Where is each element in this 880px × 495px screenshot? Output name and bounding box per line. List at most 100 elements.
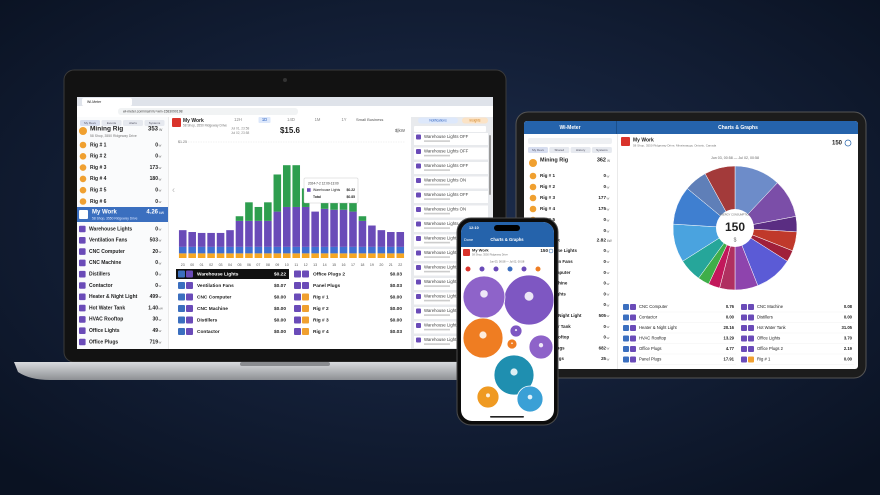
event-text: Warehouse Lights ON — [424, 178, 466, 183]
rig-icon — [529, 172, 537, 180]
device-value: 0 — [603, 173, 606, 178]
bar-segment — [264, 246, 272, 254]
bar-segment — [226, 253, 234, 258]
cost-value: 0.08 — [844, 304, 853, 309]
period-tab[interactable]: 1M — [315, 117, 321, 122]
bar-segment — [282, 165, 291, 207]
button[interactable] — [418, 117, 458, 124]
bar-segment — [396, 232, 405, 247]
done-button[interactable]: Done — [464, 238, 473, 242]
logo — [463, 249, 470, 256]
row-icon — [302, 305, 309, 312]
bar-segment — [358, 253, 367, 258]
x-tick-label: 11 — [294, 263, 298, 267]
nav-tab-label[interactable]: Shared — [554, 148, 564, 152]
center-label: ENERGY CONSUMPTION — [719, 213, 750, 217]
event-text: Warehouse Lights OFF — [424, 163, 469, 168]
bar-segment — [254, 206, 263, 221]
bubble-icon — [514, 329, 518, 332]
device-unit: W — [607, 260, 610, 264]
device-name: Office Lights — [89, 328, 120, 334]
x-tick-label: 05 — [237, 263, 241, 267]
nav-tab-label[interactable]: My Devs — [532, 148, 544, 152]
bar-segment — [188, 253, 196, 258]
event-icon — [416, 294, 421, 299]
tooltip — [303, 177, 359, 204]
device-icon — [79, 282, 86, 289]
event-date — [424, 169, 450, 171]
row-icon — [623, 346, 629, 352]
device-name: Warehouse Lights — [89, 226, 132, 232]
period-tab[interactable]: 14D — [287, 117, 295, 122]
row-icon — [741, 335, 747, 342]
device-value: 177 — [598, 195, 606, 200]
event-icon — [416, 163, 421, 169]
cost-name: Distillers — [757, 315, 773, 320]
cost-value: 13.29 — [724, 336, 735, 341]
laptop-app: Wi-Meter wi-meter.com/main?u=wm-158309019… — [77, 97, 493, 349]
x-tick-label: 15 — [332, 263, 336, 267]
device-name: Rig # 4 — [90, 176, 107, 182]
button-label[interactable]: Notifications — [429, 118, 447, 122]
site-value: 2.82 — [597, 237, 607, 243]
selected-site — [77, 207, 168, 222]
period-tab[interactable]: 1Y — [341, 117, 346, 122]
cost-name: Rig # 4 — [313, 329, 329, 335]
event-text: Warehouse Lights OFF — [424, 192, 469, 197]
device-value: 0 — [604, 270, 607, 275]
site-value: 4.26 — [146, 210, 158, 216]
nav-tab — [528, 147, 548, 153]
filter-dot — [521, 266, 527, 272]
nav-tab-label[interactable]: My Devs — [84, 121, 96, 125]
device-value: 505 — [599, 313, 607, 318]
row-icon — [748, 304, 754, 310]
tooltip-name: Total — [313, 195, 321, 199]
bar-segment — [377, 246, 386, 254]
device-unit: W — [607, 303, 610, 307]
period-tab[interactable]: 1D — [262, 117, 267, 122]
device-unit: W — [607, 325, 610, 329]
nav-tab — [101, 120, 122, 126]
device-value: 0 — [155, 188, 158, 194]
device-value: 0 — [603, 217, 606, 222]
x-tick-label: 02 — [209, 263, 213, 267]
nav-tab-label[interactable]: Systems — [596, 148, 608, 152]
event-text: Warehouse Lights OFF — [424, 149, 469, 154]
bar-segment — [396, 253, 405, 258]
device-value: 30 — [152, 317, 158, 323]
x-tick-label: 13 — [313, 263, 317, 267]
bar-segment — [358, 220, 367, 247]
cost-value: 0.00 — [726, 315, 735, 320]
nav-tab-label[interactable]: Events — [107, 121, 117, 125]
x-tick-label: 17 — [351, 263, 355, 267]
x-tick-label: 20 — [379, 263, 383, 267]
bar-segment — [330, 253, 338, 258]
cost-name: Contactor — [639, 315, 658, 320]
rig-address: 58 Shop, 3550 Ridgeway Drive — [90, 134, 137, 138]
period-tab[interactable]: 12H — [234, 117, 242, 122]
cost-value: $0.00 — [274, 306, 286, 312]
row-icon — [178, 282, 185, 289]
device-unit: W — [159, 166, 162, 170]
home-indicator — [490, 416, 524, 418]
device-unit: W — [607, 207, 610, 211]
nav-tab — [570, 147, 591, 153]
bar-segment — [245, 253, 253, 258]
nav-tab-label[interactable]: Systems — [149, 121, 161, 125]
url-bar — [118, 108, 298, 115]
nav-tab-label[interactable]: Alerts — [129, 121, 137, 125]
button[interactable] — [462, 117, 488, 124]
rig-name: Mining Rig — [90, 126, 123, 133]
event-date — [424, 212, 450, 215]
button-label[interactable]: Insights — [470, 118, 481, 122]
tab-strip — [77, 97, 493, 106]
nav-tab-label[interactable]: History — [576, 148, 586, 152]
unit-toggle[interactable]: $|kW — [395, 128, 406, 133]
bar-segment — [188, 246, 196, 254]
cost-value: $0.00 — [390, 317, 402, 323]
cost-value: $0.22 — [274, 271, 286, 277]
row-icon — [630, 314, 636, 321]
row-icon — [302, 270, 309, 278]
event-date — [424, 140, 450, 142]
row-icon — [741, 356, 747, 363]
